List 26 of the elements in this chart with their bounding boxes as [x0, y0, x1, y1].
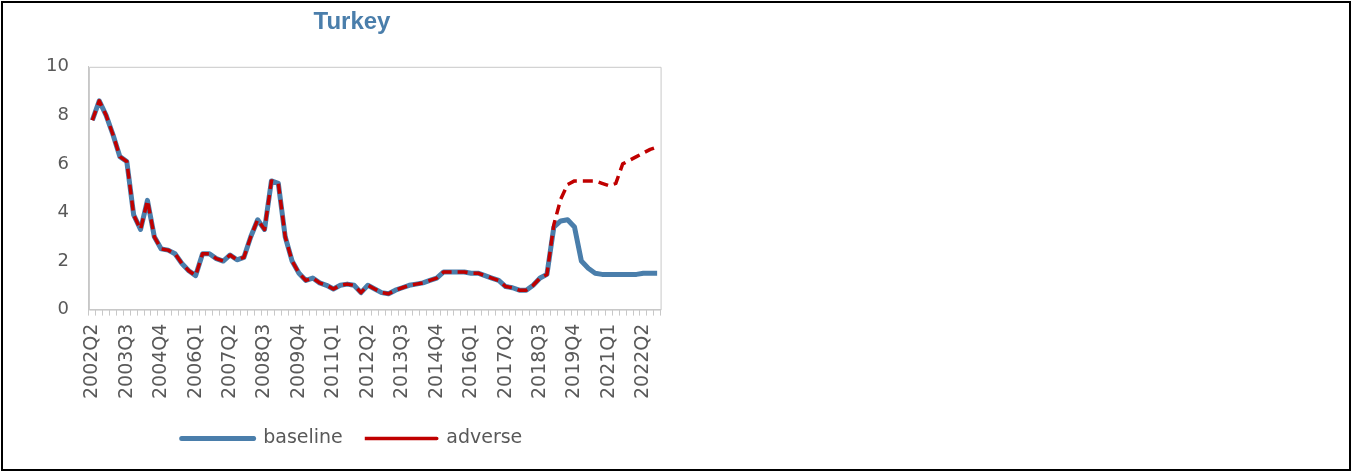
x-tick-label: 2011Q1	[320, 323, 343, 400]
x-tick-label: 2006Q1	[182, 323, 205, 400]
x-tick-label: 2007Q2	[217, 323, 240, 400]
x-tick-label: 2018Q3	[526, 323, 549, 400]
x-tick-label: 2009Q4	[285, 323, 308, 400]
x-tick-label: 2016Q1	[458, 323, 481, 400]
y-tick-label: 8	[57, 103, 69, 125]
y-tick-label: 0	[57, 297, 69, 319]
y-tick-label: 10	[46, 54, 69, 76]
x-tick-label: 2008Q3	[251, 323, 274, 400]
x-tick-label: 2013Q3	[389, 323, 412, 400]
y-tick-label: 4	[57, 200, 69, 222]
y-tick-label: 2	[57, 248, 69, 270]
x-tick-label: 2019Q4	[561, 323, 584, 400]
x-tick-label: 2021Q1	[595, 323, 618, 400]
x-tick-label: 2014Q4	[423, 323, 446, 400]
x-tick-label: 2017Q2	[492, 323, 515, 400]
chart-title: Turkey	[313, 7, 392, 35]
legend-label: baseline	[263, 425, 343, 448]
legend-label: adverse	[446, 425, 523, 448]
x-tick-label: 2012Q2	[354, 323, 377, 400]
y-tick-label: 6	[57, 151, 69, 173]
x-tick-label: 2004Q4	[148, 323, 171, 400]
x-tick-label: 2003Q3	[113, 323, 136, 400]
x-tick-label: 2002Q2	[79, 323, 102, 400]
x-tick-label: 2022Q2	[630, 323, 653, 400]
